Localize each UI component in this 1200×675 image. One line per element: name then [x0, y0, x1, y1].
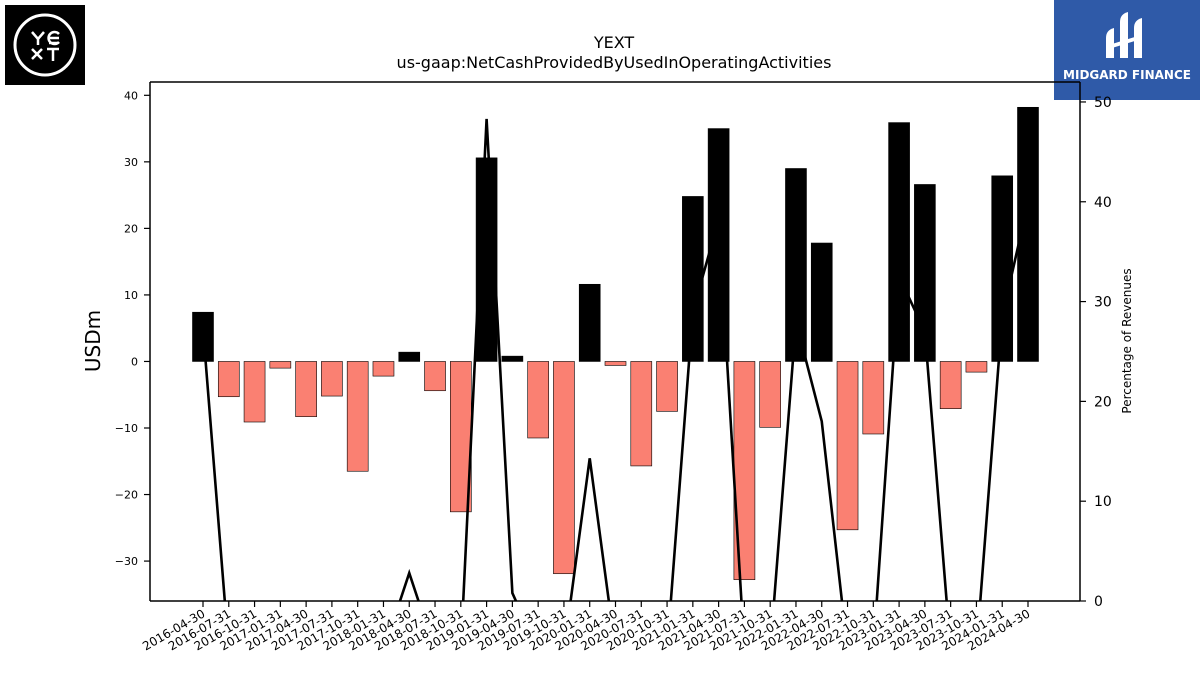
y2-tick-label: 50	[1094, 95, 1112, 111]
bar	[424, 361, 446, 392]
y2-tick-label: 0	[1094, 594, 1103, 610]
bar	[398, 351, 421, 362]
bar	[630, 361, 653, 467]
bar	[527, 361, 549, 439]
bar	[939, 361, 962, 410]
bar	[295, 361, 317, 417]
bar	[217, 361, 240, 398]
y2-tick-label: 10	[1094, 494, 1112, 510]
bar	[372, 361, 395, 377]
bar	[578, 283, 601, 362]
bar	[656, 361, 678, 412]
y2-axis-label: Percentage of Revenues	[1120, 268, 1134, 413]
yext-logo-mark	[13, 13, 77, 77]
chart-subtitle: us-gaap:NetCashProvidedByUsedInOperating…	[397, 53, 832, 72]
y-tick-label: −30	[115, 555, 138, 568]
bar	[785, 168, 807, 362]
y-axis-label: USDm	[81, 310, 105, 372]
bar	[965, 361, 988, 373]
y-tick-label: 20	[124, 222, 138, 235]
bar	[888, 122, 910, 362]
y-tick-label: 0	[131, 355, 138, 368]
bar	[604, 361, 627, 366]
bar	[243, 361, 266, 423]
bar	[321, 361, 343, 397]
midgard-logo-mark	[1106, 12, 1142, 58]
yext-logo	[5, 5, 85, 85]
y2-tick-label: 30	[1094, 295, 1112, 311]
bar	[501, 355, 524, 362]
y-tick-label: −10	[115, 422, 138, 435]
bar	[759, 361, 781, 428]
bar	[553, 361, 575, 575]
y-tick-label: −20	[115, 489, 138, 502]
bar	[269, 361, 292, 369]
midgard-finance-logo: MIDGARD FINANCE	[1054, 0, 1200, 100]
bar	[862, 361, 885, 435]
y2-tick-label: 20	[1094, 394, 1112, 410]
midgard-logo-text: MIDGARD FINANCE	[1063, 68, 1191, 82]
y2-tick-label: 40	[1094, 195, 1112, 211]
bar	[991, 175, 1014, 362]
bar	[1017, 106, 1039, 362]
percentage-line	[201, 118, 1030, 601]
y-tick-label: 10	[124, 289, 138, 302]
bar	[346, 361, 369, 472]
bar	[836, 361, 859, 531]
chart-title: YEXT	[593, 33, 635, 52]
bar	[682, 196, 704, 362]
y-tick-label: 30	[124, 156, 138, 169]
y-tick-label: 40	[124, 89, 138, 102]
bar	[810, 242, 833, 362]
bar	[914, 184, 936, 362]
